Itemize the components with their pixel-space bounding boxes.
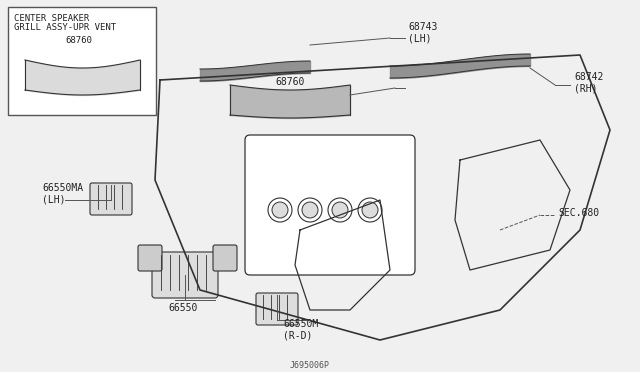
Text: SEC.680: SEC.680 [558, 208, 599, 218]
Circle shape [362, 202, 378, 218]
Text: CENTER SPEAKER: CENTER SPEAKER [14, 13, 89, 22]
FancyBboxPatch shape [256, 293, 298, 325]
Circle shape [302, 202, 318, 218]
Circle shape [328, 198, 352, 222]
Circle shape [358, 198, 382, 222]
Circle shape [268, 198, 292, 222]
FancyBboxPatch shape [213, 245, 237, 271]
Circle shape [332, 202, 348, 218]
FancyBboxPatch shape [245, 135, 415, 275]
FancyBboxPatch shape [8, 7, 156, 115]
Text: 68742
(RH): 68742 (RH) [574, 72, 604, 94]
Text: 66550: 66550 [168, 303, 197, 313]
FancyBboxPatch shape [152, 252, 218, 298]
Text: 66550MA
(LH): 66550MA (LH) [42, 183, 83, 205]
FancyBboxPatch shape [90, 183, 132, 215]
Text: GRILL ASSY-UPR VENT: GRILL ASSY-UPR VENT [14, 22, 116, 32]
Circle shape [298, 198, 322, 222]
FancyBboxPatch shape [138, 245, 162, 271]
Text: 68760: 68760 [65, 35, 92, 45]
Text: J695006P: J695006P [290, 360, 330, 369]
Text: 66550M
(R-D): 66550M (R-D) [283, 319, 318, 341]
Text: 68760: 68760 [275, 77, 305, 87]
Text: 68743
(LH): 68743 (LH) [408, 22, 437, 44]
Circle shape [272, 202, 288, 218]
